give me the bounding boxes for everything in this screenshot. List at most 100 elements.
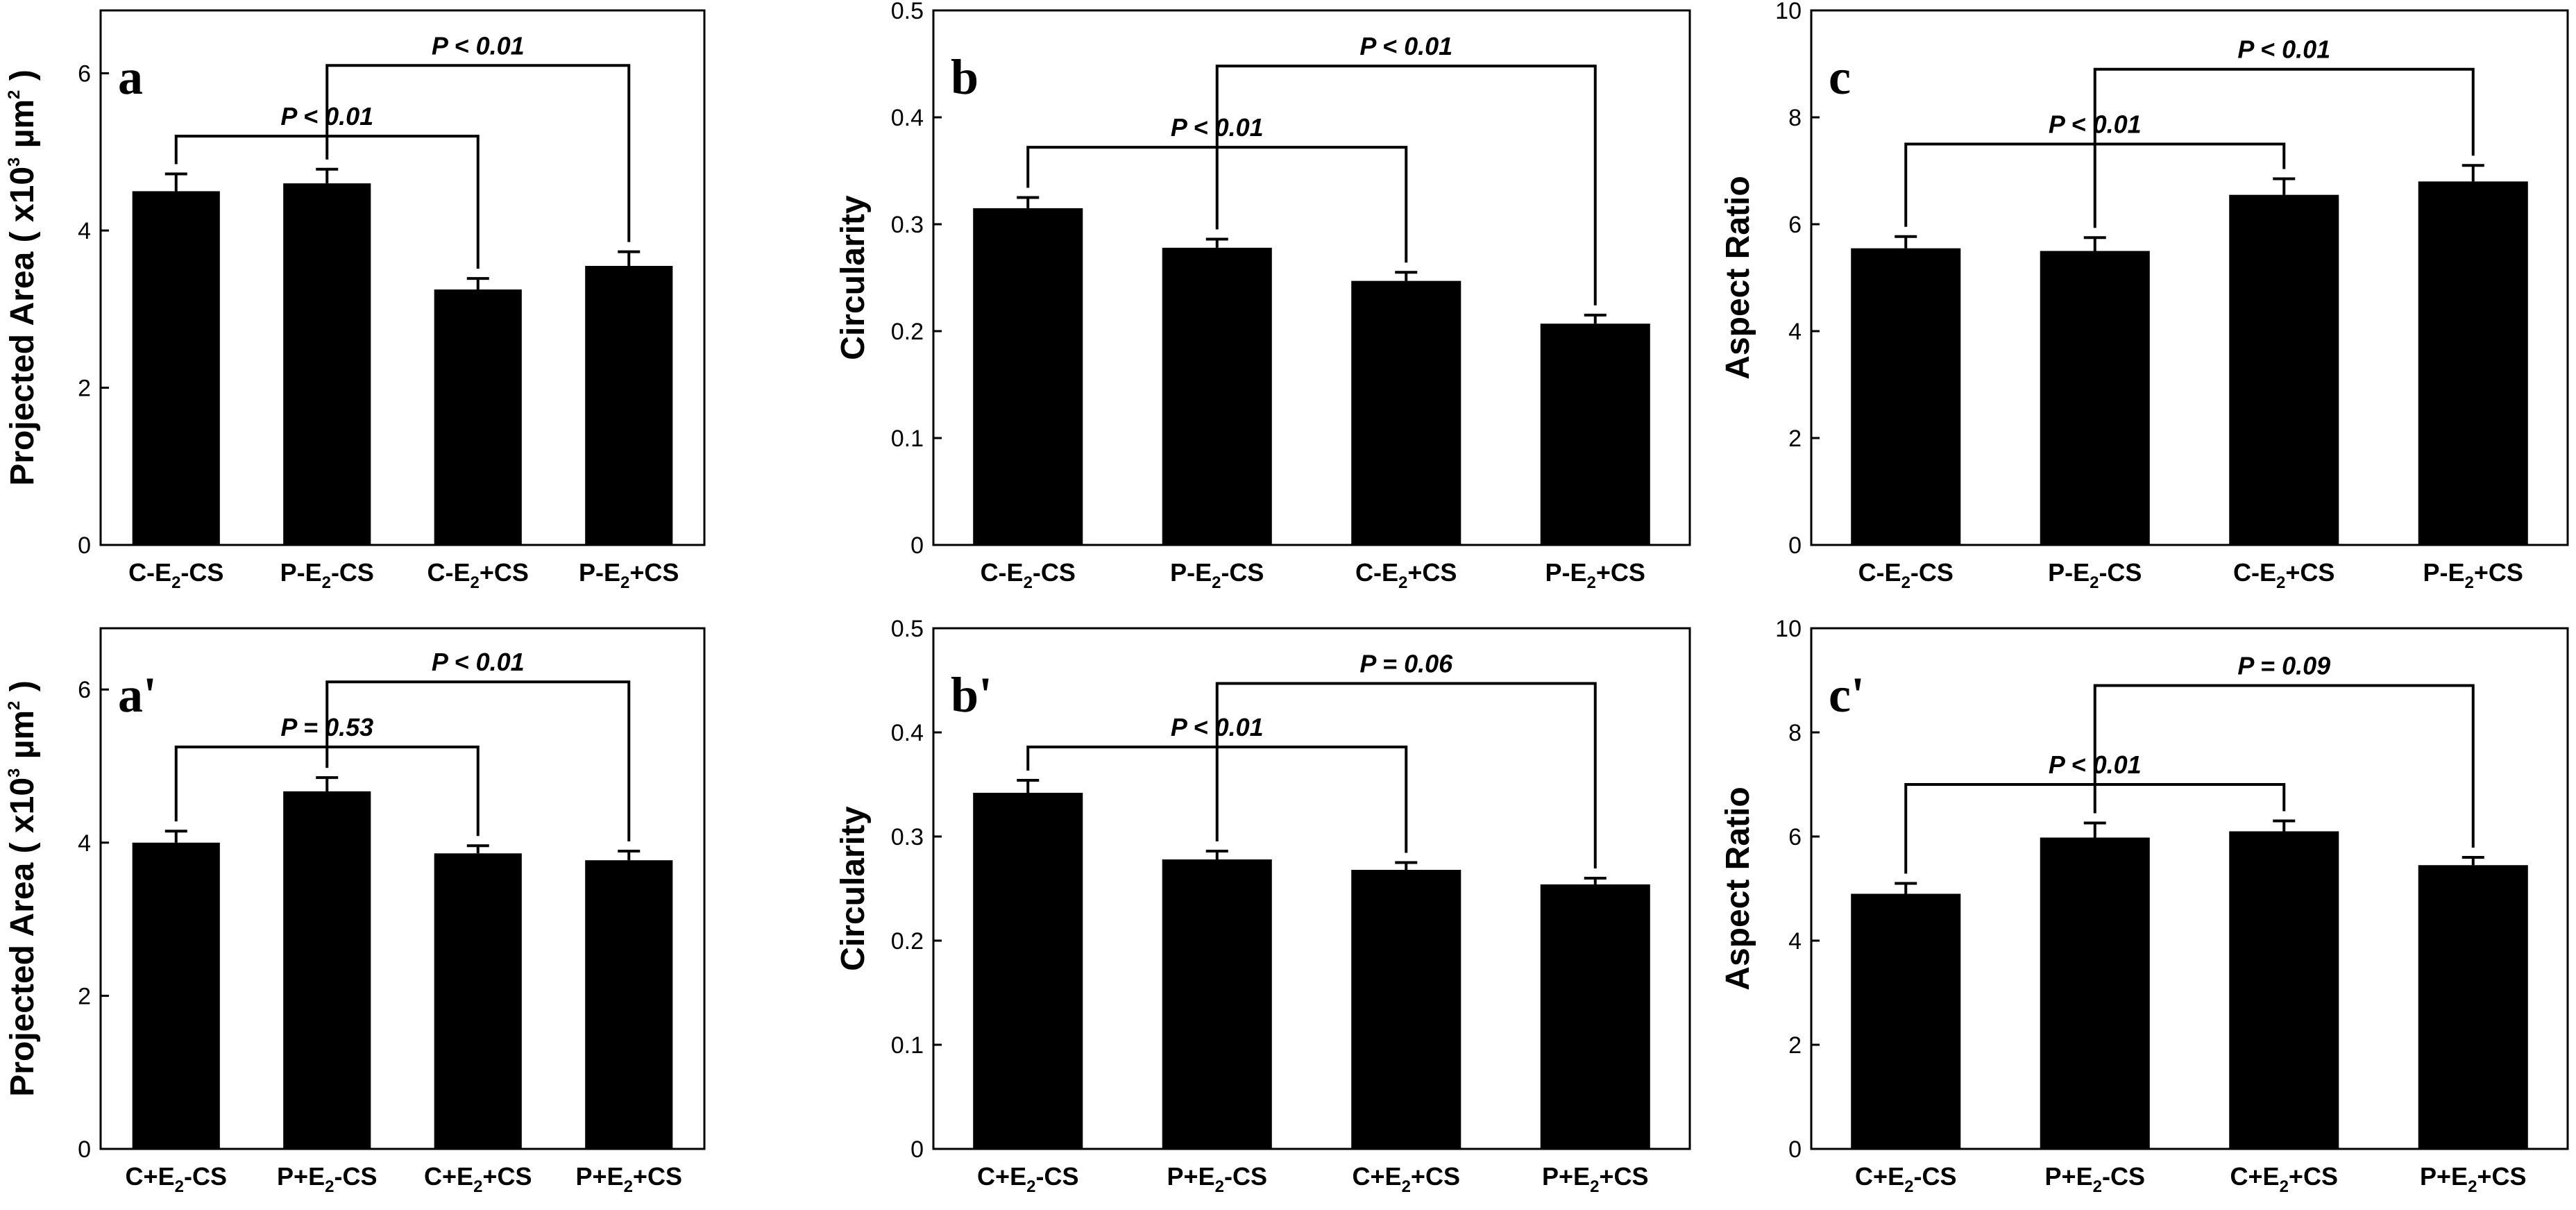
panel-c: 0 2 4 6 8 10 C-E2-CS P-E2-CS C-E2+CS P-E2+CS P < 0… <box>1720 0 2569 592</box>
significance-bracket <box>1215 682 1597 868</box>
bar <box>1851 248 1961 545</box>
y-tick-label: 2 <box>78 376 91 402</box>
y-tick-label: 6 <box>78 677 91 703</box>
significance-bracket <box>1904 142 2286 227</box>
plot-frame <box>1810 627 2569 1150</box>
y-tick-label: 4 <box>78 830 91 857</box>
x-tick-label: C-E2+CS <box>2233 558 2334 592</box>
x-tick-label: P+E2-CS <box>277 1162 377 1196</box>
y-tick-label: 2 <box>1788 426 1802 452</box>
significance-bracket <box>174 745 480 837</box>
y-axis-title: Aspect Ratio <box>1720 787 1756 990</box>
x-tick-label: C+E2-CS <box>977 1162 1078 1196</box>
p-value-label: P < 0.01 <box>2049 750 2142 779</box>
bar <box>585 266 673 545</box>
panel-letter: c' <box>1829 667 1865 723</box>
y-tick-label: 0.4 <box>891 105 924 131</box>
x-tick-label: C+E2+CS <box>1353 1162 1460 1196</box>
plot-frame <box>99 627 706 1150</box>
y-tick-label: 0.1 <box>891 1032 924 1059</box>
bar <box>1162 859 1272 1149</box>
panel-letter: a <box>118 49 143 105</box>
y-axis-title: Projected Area ( x103 µm2 ) <box>4 680 41 1097</box>
bar <box>2040 837 2150 1149</box>
y-tick-label: 0 <box>78 1136 91 1163</box>
x-tick-label: C+E2-CS <box>1855 1162 1956 1196</box>
bar <box>434 853 522 1149</box>
p-value-label: P < 0.01 <box>2237 35 2330 64</box>
bar <box>132 842 220 1149</box>
x-tick-label: P-E2+CS <box>1545 558 1645 592</box>
x-tick-label: C-E2+CS <box>1355 558 1457 592</box>
y-axis-title: Aspect Ratio <box>1720 176 1756 379</box>
bar <box>2229 831 2339 1149</box>
bar <box>283 183 371 545</box>
y-tick-label: 0.5 <box>891 0 924 24</box>
bar <box>2229 194 2339 545</box>
y-axis-title: Projected Area ( x103 µm2 ) <box>4 69 41 486</box>
p-value-label: P < 0.01 <box>1171 113 1264 142</box>
y-tick-label: 8 <box>1788 720 1802 746</box>
p-value-label: P < 0.01 <box>2049 110 2142 139</box>
x-tick-label: P-E2+CS <box>579 558 679 592</box>
y-tick-label: 0.2 <box>891 928 924 955</box>
y-axis-title: Circularity <box>835 195 872 360</box>
y-tick-label: 10 <box>1775 616 1802 642</box>
panel-letter: a' <box>118 667 157 723</box>
y-tick-label: 0.4 <box>891 720 924 746</box>
x-tick-label: P-E2-CS <box>2048 558 2142 592</box>
x-tick-label: C+E2+CS <box>424 1162 532 1196</box>
x-tick-label: P-E2-CS <box>280 558 374 592</box>
y-tick-label: 6 <box>78 61 91 87</box>
y-tick-label: 0.3 <box>891 212 924 238</box>
y-tick-label: 0.3 <box>891 824 924 850</box>
y-tick-label: 4 <box>1788 928 1802 955</box>
panel-a-prime: 0 2 4 6 C+E2-CS P+E2-CS C+E2+CS P+E2+CS P < 0.01… <box>4 627 706 1196</box>
p-value-label: P < 0.01 <box>432 31 525 60</box>
x-tick-label: P-E2-CS <box>1170 558 1264 592</box>
plot-frame <box>932 627 1691 1150</box>
x-tick-label: C-E2-CS <box>128 558 223 592</box>
panel-c-prime: 0 2 4 6 8 10 C+E2-CS P+E2-CS C+E2+CS P+E2+CS P = 0… <box>1720 616 2569 1196</box>
x-tick-label: C+E2-CS <box>126 1162 227 1196</box>
significance-bracket <box>174 135 480 269</box>
panel-b-prime: 0 0.1 0.2 0.3 0.4 0.5 C+E2-CS P+E2-CS C+E2+CS P+E… <box>835 616 1691 1196</box>
significance-bracket <box>1026 746 1408 853</box>
x-tick-label: P+E2+CS <box>1542 1162 1648 1196</box>
y-tick-label: 2 <box>78 983 91 1009</box>
y-tick-label: 0 <box>910 532 924 559</box>
y-tick-label: 4 <box>1788 319 1802 345</box>
y-tick-label: 0.2 <box>891 319 924 345</box>
bar <box>1851 893 1961 1149</box>
x-tick-label: P+E2+CS <box>2420 1162 2526 1196</box>
bar <box>1540 323 1650 545</box>
y-tick-label: 0 <box>910 1136 924 1163</box>
p-value-label: P = 0.53 <box>280 713 373 741</box>
panel-b: 0 0.1 0.2 0.3 0.4 0.5 C-E2-CS P-E2-CS C-E2+CS P-E… <box>835 0 1691 592</box>
y-tick-label: 2 <box>1788 1032 1802 1059</box>
bar <box>1351 280 1461 545</box>
bar <box>585 860 673 1149</box>
bar <box>283 791 371 1149</box>
bar <box>1162 247 1272 545</box>
x-tick-label: C-E2+CS <box>427 558 529 592</box>
plot-frame <box>932 9 1691 546</box>
significance-bracket <box>1026 146 1408 263</box>
p-value-label: P < 0.01 <box>432 648 525 676</box>
p-value-label: P < 0.01 <box>280 102 373 131</box>
p-value-label: P < 0.01 <box>1359 32 1452 60</box>
x-tick-label: C-E2-CS <box>1858 558 1954 592</box>
y-tick-label: 0 <box>78 532 91 559</box>
significance-bracket <box>325 64 631 242</box>
y-tick-label: 6 <box>1788 824 1802 850</box>
x-tick-label: P-E2+CS <box>2423 558 2523 592</box>
bar <box>2040 251 2150 545</box>
p-value-label: P = 0.09 <box>2237 652 2330 680</box>
plot-frame <box>99 9 706 546</box>
x-tick-label: P+E2+CS <box>576 1162 682 1196</box>
panel-a: 0 2 4 6 C-E2-CS P-E2-CS C-E2+CS P-E2+CS P < 0.01… <box>4 9 706 592</box>
plot-frame <box>1810 9 2569 546</box>
bar <box>434 289 522 545</box>
y-tick-label: 0.1 <box>891 426 924 452</box>
